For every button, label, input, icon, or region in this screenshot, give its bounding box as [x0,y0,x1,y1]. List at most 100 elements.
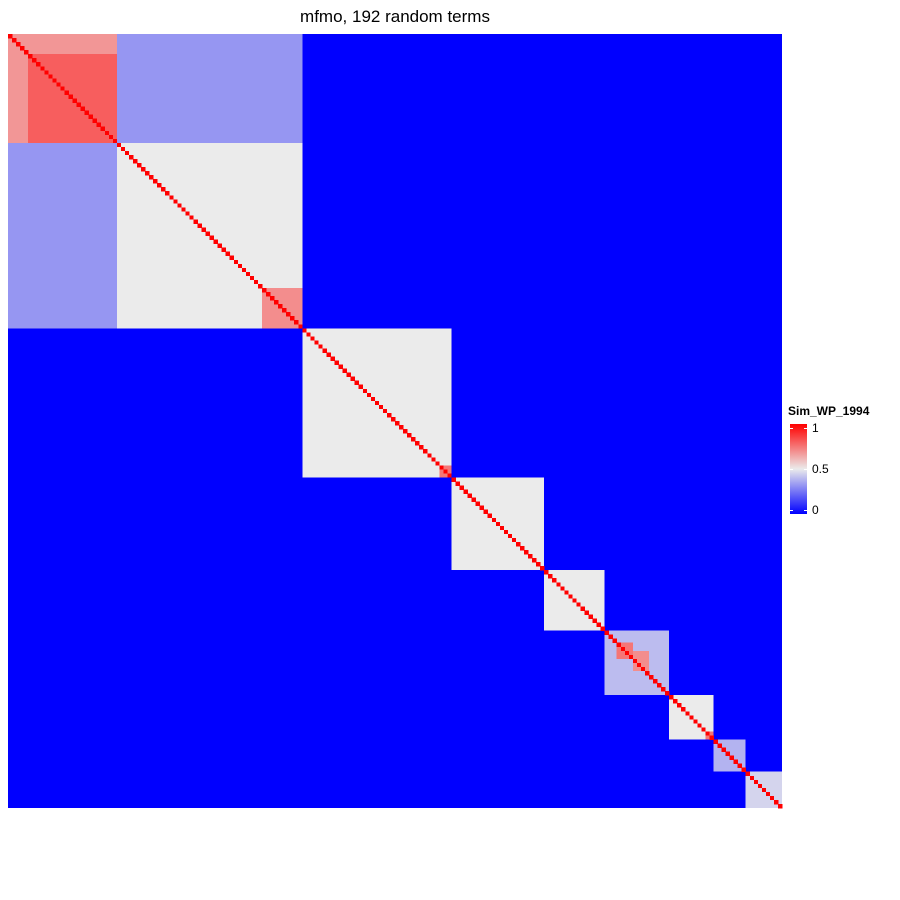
heatmap-diagonal-cell [737,763,742,768]
legend-tick-mark [804,469,807,470]
heatmap-diagonal-cell [185,211,190,216]
heatmap-diagonal-cell [225,251,231,257]
heatmap-diagonal-cell [334,360,339,365]
heatmap-diagonal-cell [665,691,670,696]
heatmap-diagonal-cell [366,392,372,398]
heatmap-diagonal-cell [28,54,33,59]
heatmap-diagonal-cell [60,86,65,91]
heatmap-diagonal-cell [705,731,710,736]
heatmap-diagonal-cell [455,481,460,486]
heatmap-diagonal-cell [693,719,698,724]
heatmap-diagonal-cell [499,525,505,531]
heatmap-diagonal-cell [431,457,436,462]
legend-tick-mark [804,428,807,429]
heatmap-diagonal-cell [318,344,323,349]
heatmap-diagonal-cell [552,578,557,583]
heatmap-diagonal-cell [725,751,730,756]
heatmap-diagonal-cell [169,195,174,200]
heatmap-diagonal-cell [423,449,428,454]
heatmap-diagonal-cell [205,231,210,236]
heatmap-diagonal-cell [479,505,484,510]
heatmap-diagonal-cell [753,779,759,785]
heatmap-diagonal-cell [92,118,97,123]
heatmap-diagonal-cell [697,723,702,728]
heatmap-diagonal-cell [386,412,392,418]
heatmap-diagonal-cell [717,743,722,748]
heatmap-diagonal-cell [253,279,259,285]
heatmap-diagonal-cell [245,271,251,277]
legend-tick-mark [804,510,807,511]
heatmap-diagonal-cell [435,461,440,466]
heatmap-diagonal-cell [608,634,613,639]
heatmap-diagonal-cell [229,255,235,261]
heatmap-diagonal-cell [84,110,89,115]
heatmap-diagonal-cell [197,223,202,228]
heatmap-diagonal-cell [399,425,404,430]
heatmap-diagonal-cell [193,219,198,224]
heatmap-diagonal-cell [701,727,706,732]
heatmap-diagonal-cell [294,320,299,325]
heatmap-diagonal-cell [495,521,501,527]
heatmap-diagonal-cell [261,287,267,293]
heatmap-diagonal-cell [471,497,476,502]
heatmap-diagonal-cell [685,711,690,716]
heatmap-diagonal-cell [290,316,295,321]
heatmap-diagonal-cell [749,775,755,781]
heatmap-diagonal-cell [733,759,738,764]
heatmap-diagonal-cell [346,372,351,377]
legend-tick-label: 0 [812,503,819,517]
heatmap-diagonal-cell [24,50,29,55]
heatmap-diagonal-cell [411,437,416,442]
heatmap-diagonal-cell [419,445,424,450]
heatmap-diagonal-cell [741,767,747,773]
heatmap-diagonal-cell [266,292,271,297]
heatmap-diagonal-cell [487,513,493,519]
legend-tick-mark [790,469,793,470]
heatmap-diagonal-cell [354,380,360,386]
heatmap-diagonal-cell [56,82,61,87]
heatmap-diagonal-cell [72,98,77,103]
heatmap-diagonal-cell [689,715,694,720]
heatmap-diagonal-cell [201,227,206,232]
heatmap-diagonal-cell [16,42,21,47]
legend-tick-label: 0.5 [812,462,829,476]
heatmap-diagonal-cell [8,34,13,39]
heatmap-diagonal-cell [350,376,355,381]
heatmap-diagonal-cell [120,146,126,152]
legend-color-bar [790,424,807,514]
heatmap-diagonal-cell [761,787,767,793]
legend-title: Sim_WP_1994 [788,404,870,418]
heatmap-diagonal-cell [100,126,106,132]
heatmap-diagonal-cell [592,618,597,623]
heatmap-diagonal-cell [532,558,537,563]
heatmap-diagonal-cell [653,679,658,684]
heatmap-diagonal-cell [209,235,214,240]
heatmap-diagonal-cell [213,239,218,244]
heatmap-diagonal-cell [338,364,343,369]
heatmap-diagonal-cell [612,638,618,644]
heatmap-diagonal-cell [600,626,605,631]
heatmap-diagonal-cell [463,489,468,494]
heatmap-diagonal-cell [241,267,247,273]
chart-title: mfmo, 192 random terms [300,7,490,26]
heatmap-diagonal-cell [548,574,553,579]
heatmap-diagonal-cell [576,602,581,607]
heatmap-diagonal-cell [374,400,380,406]
heatmap-diagonal-cell [564,590,569,595]
heatmap-diagonal-cell [721,747,726,752]
heatmap-diagonal-cell [48,74,53,79]
heatmap-diagonal-cell [491,517,497,523]
heatmap-diagonal-cell [628,654,634,660]
heatmap-diagonal-cell [519,545,525,551]
heatmap-diagonal-cell [540,566,545,571]
heatmap-diagonal-cell [560,586,565,591]
legend-tick-mark [790,428,793,429]
heatmap-diagonal-cell [773,799,779,805]
heatmap-diagonal-cell [661,687,666,692]
heatmap-diagonal-cell [556,582,561,587]
heatmap-diagonal-cell [640,666,646,672]
heatmap-diagonal-cell [278,304,283,309]
heatmap-diagonal-cell [669,695,674,700]
heatmap-diagonal-cell [12,38,17,43]
